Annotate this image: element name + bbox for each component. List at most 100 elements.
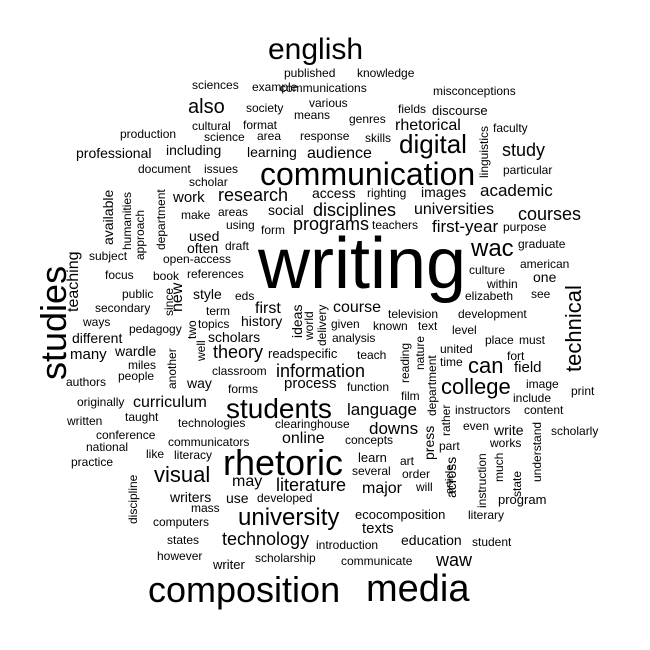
word-pedagogy: pedagogy xyxy=(129,322,182,336)
word-practice: practice xyxy=(71,455,114,469)
word-subject: subject xyxy=(89,249,128,263)
word-draft: draft xyxy=(225,239,250,253)
word-art: art xyxy=(400,454,415,468)
word-miles: miles xyxy=(128,358,157,372)
word-first: first xyxy=(255,300,281,317)
word-taught: taught xyxy=(125,410,159,424)
word-misconceptions: misconceptions xyxy=(433,84,516,98)
word-development: development xyxy=(458,307,527,321)
word-mass: mass xyxy=(191,501,220,515)
word-instructors: instructors xyxy=(455,403,511,417)
word-delivery: delivery xyxy=(315,304,329,346)
word-professional: professional xyxy=(76,145,152,161)
word-writing: writing xyxy=(258,224,467,304)
word-different: different xyxy=(72,330,123,346)
word-discourse: discourse xyxy=(432,103,488,118)
word-text: text xyxy=(418,319,438,333)
word-social: social xyxy=(268,202,304,218)
word-conference: conference xyxy=(96,428,156,442)
word-writer: writer xyxy=(213,557,245,572)
word-genres: genres xyxy=(349,112,386,126)
word-literary: literary xyxy=(468,508,505,522)
word-available: available xyxy=(100,189,116,245)
word-particular: particular xyxy=(503,163,553,177)
word-introduction: introduction xyxy=(316,538,379,552)
word-analysis: analysis xyxy=(332,331,376,345)
word-theory: theory xyxy=(213,342,264,362)
word-communicators: communicators xyxy=(168,435,250,449)
word-authors: authors xyxy=(66,375,107,389)
word-linguistics: linguistics xyxy=(477,125,491,178)
word-united: united xyxy=(440,342,473,356)
word-programs: programs xyxy=(293,214,370,234)
word-production: production xyxy=(120,127,177,141)
word-scholarship: scholarship xyxy=(255,551,316,565)
word-national: national xyxy=(86,440,129,454)
word-function: function xyxy=(347,380,390,394)
word-purpose: purpose xyxy=(503,220,547,234)
word-society: society xyxy=(246,101,284,115)
word-technical: technical xyxy=(561,285,586,372)
word-scholarly: scholarly xyxy=(551,424,599,438)
word-academic: academic xyxy=(480,181,553,200)
word-given: given xyxy=(331,317,360,331)
word-fields: fields xyxy=(398,102,427,116)
word-content: content xyxy=(524,403,564,417)
word-righting: righting xyxy=(367,186,407,200)
word-known: known xyxy=(373,319,408,333)
word-students: students xyxy=(226,393,332,424)
word-english: english xyxy=(268,33,364,66)
word-program: program xyxy=(498,492,547,507)
word-communication: communication xyxy=(260,156,476,192)
word-understand: understand xyxy=(530,421,544,482)
word-science: science xyxy=(204,130,245,144)
word-faculty: faculty xyxy=(493,121,528,135)
word-various: various xyxy=(309,96,348,110)
word-much: much xyxy=(492,452,506,482)
word-image: image xyxy=(526,377,559,391)
word-technology: technology xyxy=(222,529,310,549)
word-style: style xyxy=(193,286,222,302)
word-issues: issues xyxy=(204,162,239,176)
word-first-year: first-year xyxy=(432,217,499,236)
word-teach: teach xyxy=(357,348,387,362)
word-teaching: teaching xyxy=(65,251,82,313)
word-print: print xyxy=(571,384,595,398)
word-humanities: humanities xyxy=(120,191,134,250)
word-elizabeth: elizabeth xyxy=(465,289,514,303)
word-rhetoric: rhetoric xyxy=(223,442,344,483)
word-form: form xyxy=(261,223,285,237)
word-scholars: scholars xyxy=(208,329,261,345)
word-ecocomposition: ecocomposition xyxy=(355,507,446,522)
word-downs: downs xyxy=(369,419,419,438)
word-response: response xyxy=(300,129,350,143)
word-images: images xyxy=(421,184,467,200)
word-communicate: communicate xyxy=(341,554,413,568)
word-since: since xyxy=(162,287,176,316)
word-sciences: sciences xyxy=(192,78,239,92)
word-cultural: cultural xyxy=(192,119,231,133)
word-include: include xyxy=(513,391,552,405)
word-classroom: classroom xyxy=(212,364,267,378)
word-see: see xyxy=(531,287,551,301)
word-course: course xyxy=(333,299,382,316)
word-discipline: discipline xyxy=(126,474,140,524)
word-book: book xyxy=(153,269,180,283)
word-example: example xyxy=(252,80,298,94)
word-skills: skills xyxy=(365,131,391,145)
word-television: television xyxy=(388,307,439,321)
word-process: process xyxy=(284,375,337,392)
word-use: use xyxy=(226,490,249,506)
word-teachers: teachers xyxy=(372,218,419,232)
word-may: may xyxy=(232,473,263,490)
word-open-access: open-access xyxy=(163,252,232,266)
word-area: area xyxy=(257,129,282,143)
word-areas: areas xyxy=(218,205,249,219)
word-field: field xyxy=(514,359,542,376)
word-media: media xyxy=(366,568,470,610)
word-used: used xyxy=(189,228,220,244)
word-fort: fort xyxy=(507,349,525,363)
word-even: even xyxy=(463,419,490,433)
word-published: published xyxy=(284,66,336,80)
